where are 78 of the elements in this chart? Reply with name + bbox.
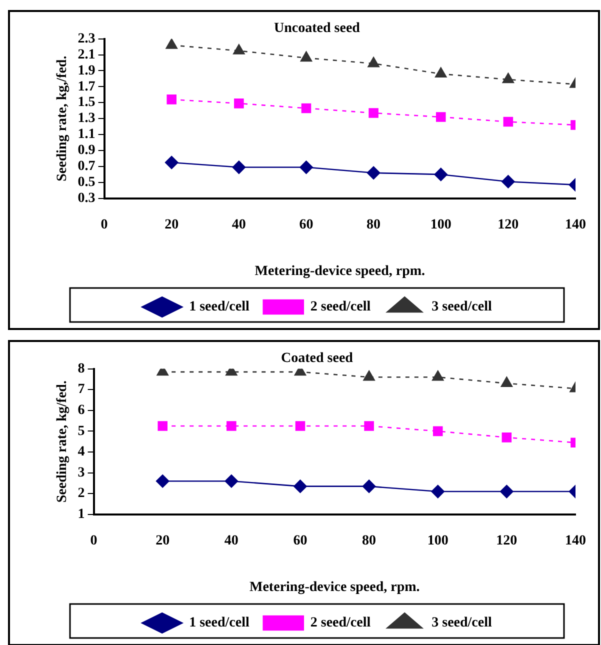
x-tick-label: 20 <box>164 217 179 232</box>
y-tick-label: 6 <box>78 403 85 418</box>
chart-title: Uncoated seed <box>274 21 360 36</box>
y-tick-label: 1.9 <box>78 63 96 78</box>
point <box>234 98 244 108</box>
y-tick-label: 3 <box>78 465 85 480</box>
point <box>434 168 448 182</box>
y-tick-label: 8 <box>78 361 85 376</box>
point <box>368 108 378 118</box>
y-tick-label: 1 <box>78 507 85 522</box>
y-axis-title: Seeding rate, kg/fed. <box>55 380 70 503</box>
y-tick-label: 4 <box>78 444 85 460</box>
x-tick-label: 40 <box>232 217 246 232</box>
point <box>431 484 445 498</box>
point <box>164 156 178 170</box>
point <box>166 94 177 104</box>
point <box>362 480 376 493</box>
point <box>368 56 380 68</box>
x-tick-label: 140 <box>565 533 586 548</box>
point <box>502 432 512 442</box>
point <box>503 116 514 127</box>
y-tick-label: 0.5 <box>78 175 96 190</box>
point <box>301 103 312 114</box>
y-tick-label: 7 <box>78 382 85 398</box>
point <box>502 72 514 84</box>
y-tick-label: 1.7 <box>78 79 96 94</box>
point <box>364 421 374 431</box>
x-tick-label: 120 <box>496 533 518 548</box>
x-tick-label: 140 <box>565 217 586 232</box>
point <box>300 160 313 174</box>
point <box>233 44 245 54</box>
point <box>366 166 380 180</box>
y-tick-label: 2 <box>78 486 85 502</box>
point <box>232 160 246 174</box>
point <box>435 67 447 78</box>
x-tick-label: 20 <box>156 533 170 548</box>
legend-label: 2 seed/cell <box>310 616 371 631</box>
point <box>500 376 513 388</box>
point <box>295 421 306 431</box>
y-tick-label: 1.5 <box>78 95 96 110</box>
y-tick-label: 5 <box>78 424 85 439</box>
point <box>436 112 446 122</box>
legend-label: 1 seed/cell <box>189 300 250 315</box>
legend-label: 1 seed/cell <box>189 616 250 631</box>
x-tick-label: 60 <box>293 533 308 548</box>
y-tick-label: 1.1 <box>78 127 96 142</box>
point <box>294 480 307 493</box>
x-tick-label: 120 <box>498 217 519 232</box>
point <box>432 426 443 436</box>
point <box>300 51 312 62</box>
x-tick-label: 0 <box>100 217 108 232</box>
point <box>166 38 178 49</box>
x-axis-title: Metering-device speed, rpm. <box>250 580 420 596</box>
y-tick-label: 2.3 <box>78 31 96 46</box>
y-tick-label: 0.9 <box>78 143 96 158</box>
point <box>226 421 236 431</box>
x-tick-label: 100 <box>430 217 452 232</box>
y-tick-label: 0.3 <box>78 191 96 206</box>
x-axis-title: Metering-device speed, rpm. <box>254 264 426 280</box>
x-tick-label: 0 <box>90 533 98 548</box>
y-tick-label: 0.7 <box>78 159 96 174</box>
chart-title: Coated seed <box>281 351 354 366</box>
x-tick-label: 40 <box>224 533 238 548</box>
x-tick-label: 100 <box>427 533 448 548</box>
legend-label: 3 seed/cell <box>432 300 492 315</box>
x-tick-label: 60 <box>299 217 314 232</box>
point <box>224 474 238 488</box>
point <box>156 474 170 488</box>
point <box>502 174 515 188</box>
point <box>158 421 168 431</box>
x-tick-label: 80 <box>366 217 381 232</box>
legend-label: 3 seed/cell <box>432 616 492 631</box>
legend-label: 2 seed/cell <box>310 300 371 315</box>
y-tick-label: 2.1 <box>78 47 96 62</box>
y-tick-label: 1.3 <box>78 111 96 126</box>
y-axis-title: Seeding rate, kg,/fed. <box>55 56 70 182</box>
point <box>500 484 514 498</box>
x-tick-label: 80 <box>362 533 376 548</box>
